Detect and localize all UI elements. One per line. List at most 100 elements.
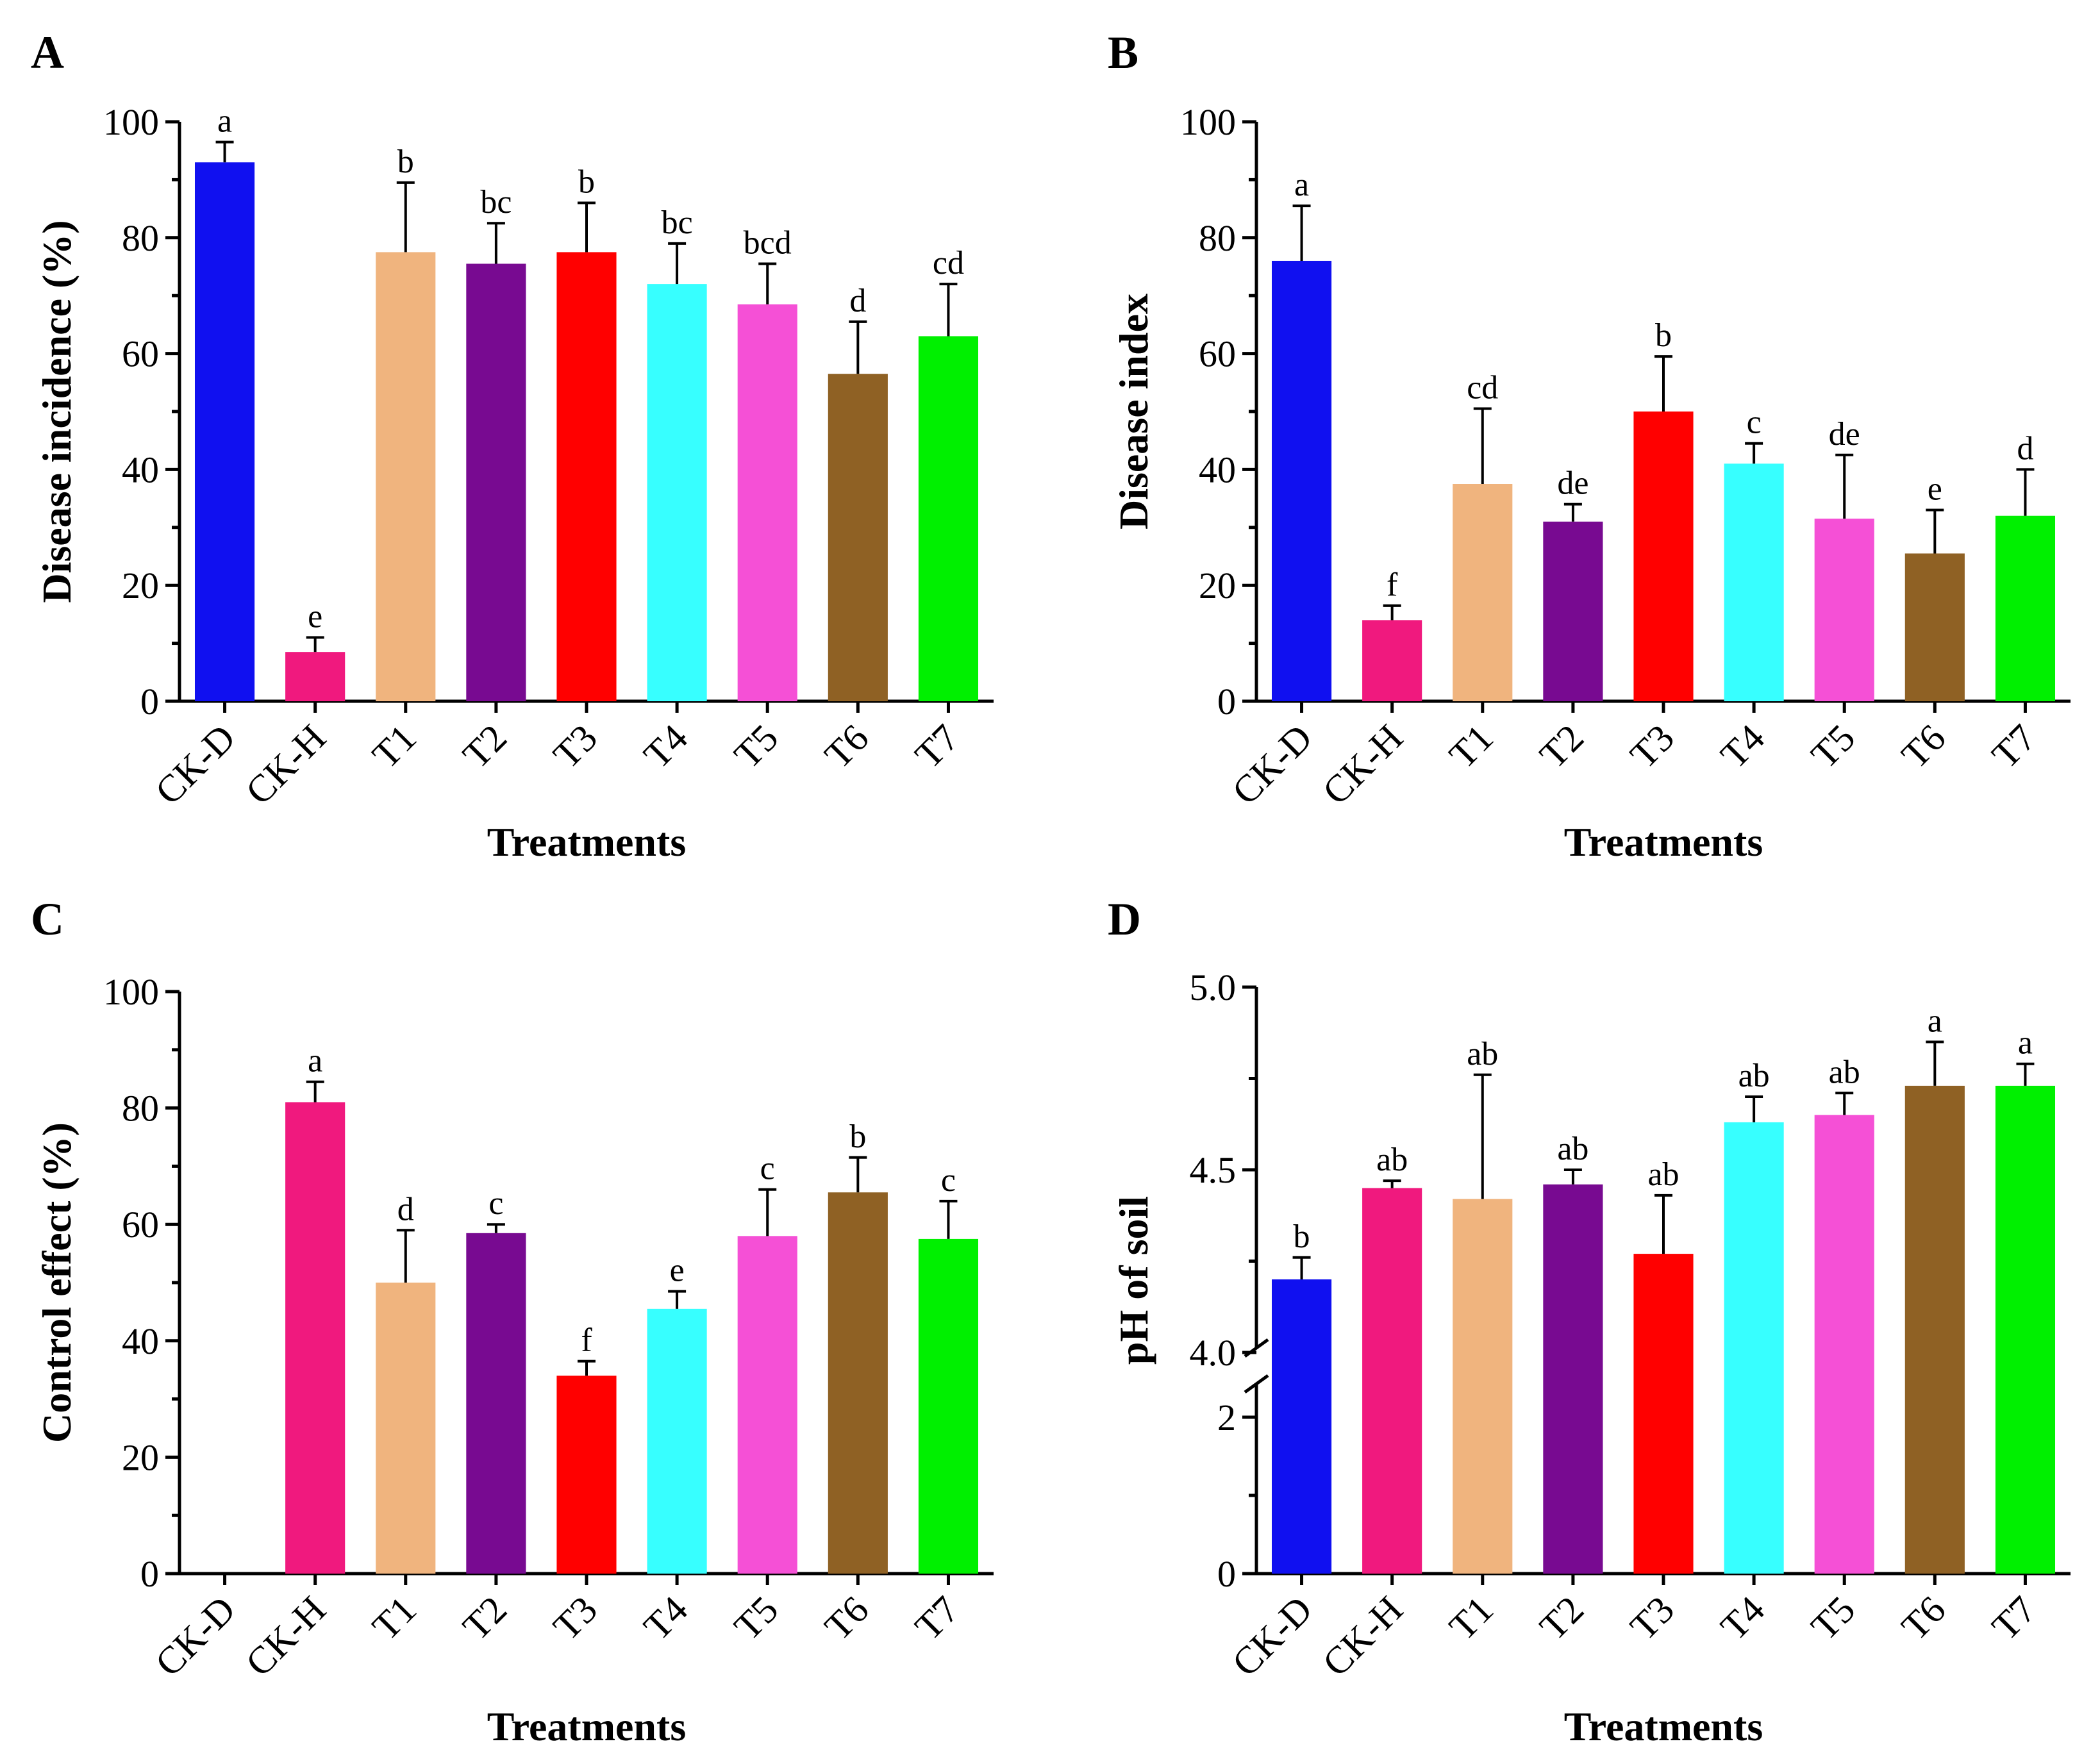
panel-a-category-label-t2: T2 <box>454 717 515 777</box>
panel-b-category-label-t5: T5 <box>1803 717 1863 777</box>
panel-b-category-label-t6: T6 <box>1894 717 1954 777</box>
panel-d-y-tick-label: 2 <box>1217 1397 1236 1438</box>
panel-a-category-label-ck-h: CK-H <box>237 717 333 813</box>
panel-c-bar-t5 <box>737 1236 797 1574</box>
panel-c-category-label-t2: T2 <box>454 1588 515 1649</box>
panel-a: A 0 20 40 60 80 100 a CK-D e CK-H b T1 bc T2 b T3 bc T4 bc… <box>31 27 994 865</box>
panel-a-category-label-t1: T1 <box>364 717 424 777</box>
panel-d-bar-t5-significance-letter: ab <box>1829 1054 1860 1090</box>
panel-d-bar-t7 <box>1995 1085 2056 1574</box>
panel-d-category-label-t5: T5 <box>1803 1588 1863 1649</box>
panel-d-bar-t1-significance-letter: ab <box>1467 1036 1498 1072</box>
panel-c-y-tick-label: 40 <box>122 1320 159 1362</box>
panel-a-bar-ck-d-significance-letter: a <box>217 103 232 140</box>
panel-d-bar-t5 <box>1814 1115 1874 1574</box>
panel-b-y-tick-label: 0 <box>1217 681 1236 722</box>
panel-c-bar-t5-significance-letter: c <box>760 1151 775 1187</box>
panel-b-bar-t4-significance-letter: c <box>1747 404 1762 441</box>
panel-d-category-label-t1: T1 <box>1441 1588 1501 1649</box>
panel-b-bar-t5-significance-letter: de <box>1829 416 1860 453</box>
panel-a-bar-t2 <box>466 263 526 702</box>
panel-d-x-axis-title: Treatments <box>1564 1704 1763 1749</box>
panel-c-bar-t4 <box>647 1308 707 1574</box>
panel-d-bar-t4 <box>1724 1122 1784 1574</box>
panel-a-bar-t3-significance-letter: b <box>578 164 595 201</box>
panel-a-bar-t5 <box>737 304 797 701</box>
panel-a-bar-ck-d <box>194 162 255 701</box>
panel-d-y-tick-label: 5.0 <box>1190 967 1237 1008</box>
panel-b-category-label-t3: T3 <box>1622 717 1682 777</box>
panel-c-y-tick-label: 80 <box>122 1088 159 1129</box>
panel-c-bar-t6 <box>828 1192 888 1574</box>
panel-b-bar-t5 <box>1814 519 1874 701</box>
panel-d-category-label-ck-h: CK-H <box>1314 1588 1410 1684</box>
panel-b-bar-t1 <box>1453 484 1513 701</box>
panel-d-bar-t2 <box>1543 1184 1603 1574</box>
panel-c-y-tick-label: 20 <box>122 1436 159 1478</box>
panel-a-bar-t3 <box>556 252 617 701</box>
panel-a-y-tick-label: 0 <box>140 681 159 722</box>
panel-b-bar-ck-h-significance-letter: f <box>1387 567 1398 603</box>
panel-b-y-tick-label: 60 <box>1199 333 1236 375</box>
panel-d-bar-ck-d <box>1271 1279 1332 1574</box>
panel-d-bar-ck-h-significance-letter: ab <box>1376 1142 1408 1178</box>
panel-b: B 020406080100aCK-DfCK-HcdT1deT2bT3cT4de… <box>1108 27 2071 865</box>
panel-c-category-label-t4: T4 <box>636 1588 696 1649</box>
panel-b-y-axis-title: Disease index <box>1111 294 1156 529</box>
panel-d-bar-t6 <box>1904 1085 1965 1574</box>
panel-c-bar-t2-significance-letter: c <box>488 1185 503 1222</box>
panel-d-y-tick-label: 4.5 <box>1190 1149 1237 1191</box>
panel-d-bar-t6-significance-letter: a <box>1928 1003 1942 1040</box>
panel-b-y-tick-label: 100 <box>1180 101 1236 143</box>
panel-b-bar-t4 <box>1724 463 1784 701</box>
panel-d-bar-t3 <box>1633 1254 1694 1574</box>
panel-c-y-tick-label: 100 <box>103 971 159 1013</box>
panel-c-bar-ck-h-significance-letter: a <box>308 1043 322 1079</box>
panel-b-bar-ck-h <box>1362 620 1422 701</box>
panel-d: D 0 2 4.0 4.5 5.0 b CK-D ab CK-H ab T1 ab T2 ab T3 ab T4… <box>1108 894 2071 1749</box>
panel-c-category-label-t5: T5 <box>726 1588 787 1649</box>
panel-c-bar-t1-significance-letter: d <box>397 1191 414 1227</box>
panel-d-category-label-t2: T2 <box>1531 1588 1592 1649</box>
panel-b-bar-t6-significance-letter: e <box>1928 471 1942 508</box>
panel-c-bar-t6-significance-letter: b <box>849 1119 866 1155</box>
panel-c-category-label-t6: T6 <box>817 1588 877 1649</box>
panel-a-category-label-ck-d: CK-D <box>147 717 243 813</box>
panel-a-x-axis-title: Treatments <box>487 819 686 865</box>
panel-d-bar-t3-significance-letter: ab <box>1647 1156 1679 1193</box>
panel-c-category-label-t7: T7 <box>907 1588 967 1649</box>
panel-c-x-axis-title: Treatments <box>487 1704 686 1749</box>
panel-b-bar-t3-significance-letter: b <box>1655 317 1672 354</box>
panel-letter-a: A <box>31 27 64 78</box>
panel-d-y-tick-label: 0 <box>1217 1553 1236 1595</box>
panel-d-y-axis-title: pH of soil <box>1111 1196 1156 1365</box>
panel-d-bar-t7-significance-letter: a <box>2018 1025 2033 1061</box>
panel-b-category-label-t4: T4 <box>1713 717 1773 777</box>
panel-a-bar-t1 <box>376 252 436 701</box>
panel-a-bar-ck-h-significance-letter: e <box>308 599 322 635</box>
panel-b-x-axis-title: Treatments <box>1564 819 1763 865</box>
panel-a-category-label-t3: T3 <box>545 717 605 777</box>
panel-a-bar-t6-significance-letter: d <box>849 283 866 319</box>
panel-b-category-label-t7: T7 <box>1984 717 2044 777</box>
panel-a-bar-t4-significance-letter: bc <box>662 204 693 241</box>
panel-b-bar-t3 <box>1633 412 1694 701</box>
panel-b-category-label-t2: T2 <box>1531 717 1592 777</box>
panel-c: C 0 20 40 60 80 100 CK-D a CK-H d T1 c T2 f T3 e T4 c T5 b T… <box>31 894 994 1749</box>
panel-a-y-tick-label: 80 <box>122 217 159 259</box>
panel-d-category-label-t7: T7 <box>1984 1588 2044 1649</box>
panel-d-bar-ck-d-significance-letter: b <box>1294 1219 1310 1255</box>
panel-a-bar-t7 <box>918 336 979 701</box>
panel-d-bar-ck-h <box>1362 1188 1422 1574</box>
panel-c-category-label-t1: T1 <box>364 1588 424 1649</box>
panel-c-bar-t2 <box>466 1233 526 1574</box>
panel-a-category-label-t4: T4 <box>636 717 696 777</box>
panel-b-bar-t2 <box>1543 521 1603 701</box>
panel-letter-d: D <box>1108 894 1141 945</box>
panel-c-y-axis-title: Control effect (%) <box>34 1122 79 1443</box>
panel-a-y-tick-label: 60 <box>122 333 159 375</box>
panel-c-category-label-ck-d: CK-D <box>147 1588 243 1684</box>
panel-c-y-tick-label: 60 <box>122 1204 159 1245</box>
panel-b-bar-t1-significance-letter: cd <box>1467 369 1498 406</box>
panel-b-bar-t7 <box>1995 515 2056 701</box>
